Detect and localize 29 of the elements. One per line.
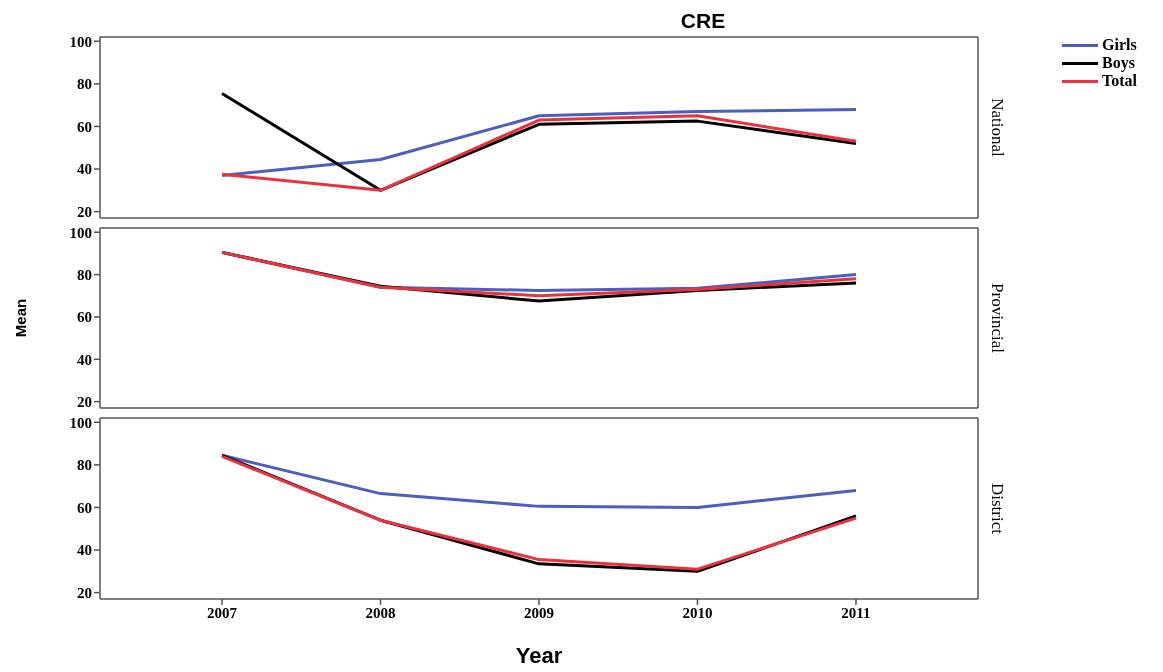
legend-label: Boys [1102, 54, 1135, 72]
y-tick-label: 80 [77, 76, 92, 93]
x-tick-label: 2010 [682, 604, 713, 621]
y-tick-label: 80 [77, 457, 92, 474]
x-tick-label: 2007 [207, 604, 238, 621]
y-tick-label: 20 [77, 393, 92, 410]
y-tick-label: 40 [77, 351, 92, 368]
y-tick-label: 60 [77, 499, 92, 516]
y2-axis-title: National [987, 98, 1007, 158]
y-tick-label: 20 [77, 203, 92, 220]
x-tick-label: 2008 [365, 604, 396, 621]
x-axis-title: Year [515, 643, 563, 668]
y-tick-label: 100 [69, 224, 92, 241]
x-tick-label: 2009 [524, 604, 554, 621]
y-tick-label: 40 [77, 161, 92, 178]
x-tick-label: 2011 [841, 604, 871, 621]
legend-label: Total [1102, 72, 1137, 90]
y-tick-label: 60 [77, 118, 92, 135]
legend-label: Girls [1102, 36, 1137, 54]
y-tick-label: 40 [77, 542, 92, 559]
y-tick-label: 20 [77, 584, 92, 601]
y-tick-label: 100 [69, 414, 92, 431]
y-tick-label: 100 [69, 33, 92, 50]
y-tick-label: 80 [77, 266, 92, 283]
y2-axis-title: Provincial [987, 283, 1007, 354]
y-tick-label: 60 [77, 309, 92, 326]
y-axis-title: Mean [12, 298, 30, 338]
chart-title: CRE [680, 9, 726, 32]
y2-axis-title: District [987, 483, 1007, 535]
